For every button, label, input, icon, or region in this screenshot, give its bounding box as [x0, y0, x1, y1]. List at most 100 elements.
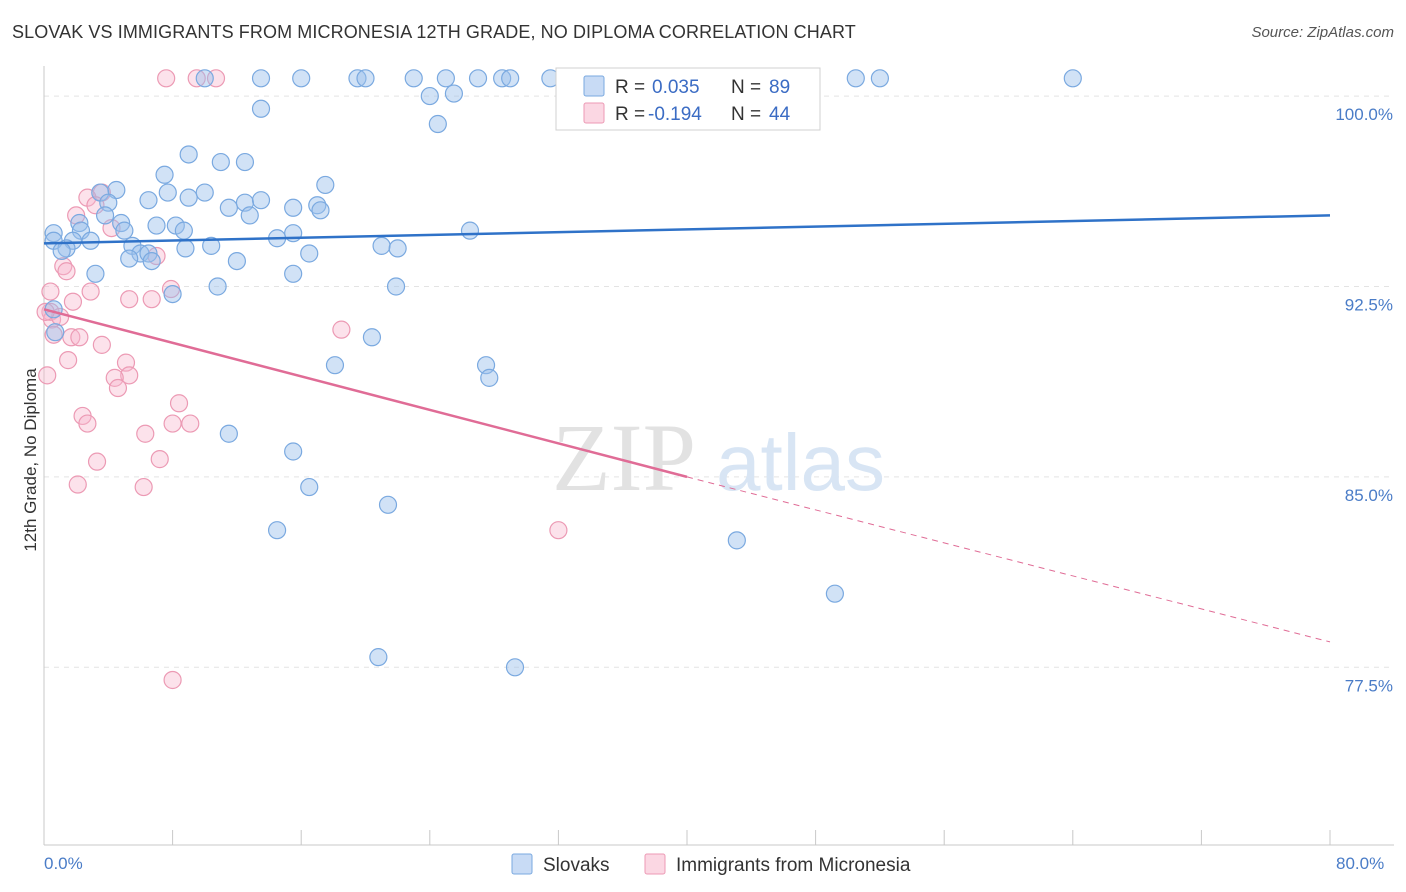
micronesia-point-9 — [54, 257, 73, 276]
y-tick-label-0: 100.0% — [1335, 105, 1393, 124]
legend-r-value-1: 0.035 — [652, 77, 700, 98]
slovaks-point-2 — [292, 69, 311, 88]
slovaks-point-51 — [81, 231, 100, 250]
slovaks-point-50 — [63, 231, 83, 250]
slovaks-point-0 — [195, 69, 214, 88]
bottom-legend-swatch-pink — [644, 853, 666, 875]
slovaks-point-83 — [505, 658, 525, 677]
slovaks-point-63 — [388, 239, 407, 258]
micronesia-point-40 — [134, 477, 153, 497]
bottom-legend-label-micronesia: Immigrants from Micronesia — [676, 855, 911, 876]
micronesia-point-41 — [549, 521, 568, 540]
slovaks-point-4 — [356, 69, 375, 88]
slovaks-point-66 — [86, 264, 105, 283]
bottom-legend-swatch-blue — [511, 853, 533, 875]
y-tick-label-2: 85.0% — [1345, 486, 1393, 505]
slovaks-point-67 — [284, 264, 303, 283]
slovaks-point-37 — [95, 206, 115, 225]
x-tick-label-right: 80.0% — [1336, 854, 1384, 873]
legend-n-value-1: 89 — [769, 77, 790, 98]
micronesia-point-42 — [163, 670, 182, 690]
slovaks-point-60 — [120, 249, 139, 268]
series-micronesia — [36, 69, 568, 690]
slovaks-point-76 — [284, 442, 303, 461]
micronesia-point-11 — [41, 282, 60, 301]
slovaks-point-36 — [311, 201, 330, 220]
watermark-atlas: atlas — [716, 418, 885, 507]
slovaks-point-7 — [468, 69, 488, 88]
slovaks-point-16 — [444, 84, 464, 103]
slovaks-point-22 — [155, 165, 174, 184]
slovaks-point-77 — [300, 477, 319, 497]
slovaks-point-31 — [251, 191, 271, 210]
micronesia-point-23 — [70, 328, 89, 347]
slovaks-point-43 — [115, 221, 134, 240]
slovaks-point-61 — [300, 244, 319, 263]
micronesia-point-14 — [120, 290, 139, 309]
slovaks-point-74 — [480, 368, 499, 387]
slovaks-point-68 — [208, 277, 227, 296]
stats-legend: R = 0.035 N = 89 R = -0.194 N = 44 — [555, 67, 821, 131]
micronesia-point-16 — [63, 292, 83, 311]
micronesia-point-35 — [181, 414, 200, 433]
slovaks-point-65 — [227, 251, 246, 271]
slovaks-point-54 — [202, 236, 221, 255]
legend-r-label-1: R = — [615, 77, 645, 98]
slovaks-point-82 — [369, 648, 388, 667]
legend-swatch-pink — [583, 102, 605, 124]
slovaks-point-70 — [163, 285, 182, 304]
slovaks-point-69 — [386, 277, 406, 296]
axes — [43, 66, 1394, 846]
slovaks-point-62 — [52, 241, 71, 261]
watermark-zip: ZIP — [552, 404, 696, 511]
legend-n-label-2: N = — [731, 104, 761, 125]
slovaks-point-5 — [404, 69, 423, 88]
chart-title: SLOVAK VS IMMIGRANTS FROM MICRONESIA 12T… — [12, 22, 856, 42]
slovaks-point-34 — [219, 198, 238, 217]
slovaks-point-15 — [420, 86, 439, 106]
micronesia-point-31 — [169, 394, 189, 413]
micronesia-point-39 — [68, 475, 87, 494]
gridlines — [44, 95, 1390, 668]
slovaks-point-81 — [825, 584, 844, 603]
slovaks-point-39 — [70, 213, 89, 233]
slovaks-point-64 — [142, 251, 161, 271]
slovaks-point-27 — [195, 183, 214, 202]
micronesia-point-29 — [105, 368, 124, 387]
bottom-legend-label-slovaks: Slovaks — [543, 855, 610, 876]
slovaks-point-12 — [846, 69, 865, 88]
slovaks-point-1 — [251, 69, 271, 88]
slovaks-point-72 — [325, 356, 345, 375]
series-slovaks — [44, 69, 1082, 677]
micronesia-trendline — [43, 308, 688, 479]
slovaks-trendline — [43, 214, 1331, 245]
slovaks-point-78 — [378, 495, 398, 514]
micronesia-point-20 — [332, 320, 351, 339]
slovaks-point-29 — [139, 191, 158, 210]
micronesia-point-37 — [87, 452, 107, 471]
slovaks-point-56 — [176, 239, 195, 258]
slovaks-point-46 — [44, 224, 63, 243]
slovaks-point-71 — [362, 328, 382, 347]
micronesia-point-10 — [57, 262, 76, 281]
slovaks-point-85 — [46, 323, 65, 342]
slovaks-point-80 — [727, 531, 746, 550]
micronesia-point-33 — [78, 414, 97, 433]
micronesia-point-0 — [157, 69, 176, 88]
slovaks-point-26 — [158, 183, 177, 202]
y-tick-label-3: 77.5% — [1345, 676, 1393, 695]
slovaks-point-6 — [436, 69, 455, 88]
legend-r-label-2: R = — [615, 104, 645, 125]
micronesia-point-25 — [59, 351, 78, 370]
trendlines — [43, 214, 1331, 643]
micronesia-trendline-extension — [686, 476, 1331, 643]
slovaks-point-75 — [219, 424, 238, 443]
slovaks-point-44 — [174, 221, 193, 240]
micronesia-point-12 — [81, 282, 100, 301]
slovaks-point-48 — [460, 221, 480, 240]
x-tick-label-left: 0.0% — [44, 854, 83, 873]
source-label: Source: ZipAtlas.com — [1251, 24, 1394, 41]
legend-n-label-1: N = — [731, 77, 761, 98]
slovaks-point-79 — [267, 521, 287, 540]
